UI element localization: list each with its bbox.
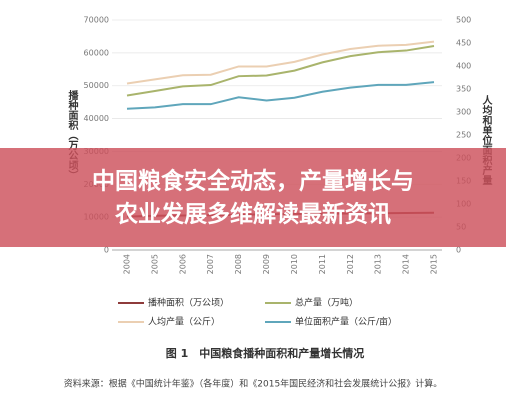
y2-tick-label: 450 (456, 39, 471, 48)
x-tick-label: 2008 (234, 254, 243, 274)
x-tick-label: 2007 (206, 254, 215, 274)
banner-text: 中国粮食安全动态，产量增长与 (92, 168, 414, 195)
x-tick-label: 2012 (346, 254, 355, 274)
y2-tick-label: 350 (456, 85, 471, 94)
x-tick-label: 2015 (430, 254, 439, 274)
y2-tick-label: 500 (456, 16, 471, 25)
legend-label: 播种面积（万公顷） (148, 297, 229, 309)
y2-tick-label: 400 (456, 62, 471, 71)
x-tick-label: 2013 (374, 254, 383, 274)
x-tick-label: 2010 (290, 254, 299, 274)
y2-tick-label: 300 (456, 108, 471, 117)
line-series (126, 40, 435, 85)
source: 资料来源：根据《中国统计年鉴》（各年度）和《2015年国民经济和社会发展统计公报… (64, 378, 442, 390)
banner (0, 148, 506, 247)
y-tick-label: 50000 (84, 81, 109, 90)
y2-tick-label: 0 (456, 246, 461, 255)
x-tick-label: 2014 (402, 254, 411, 274)
y-tick-label: 60000 (84, 48, 109, 57)
x-tick-label: 2005 (150, 254, 159, 274)
banner-text: 农业发展多维解读最新资讯 (114, 201, 391, 228)
y2-tick-label: 250 (456, 131, 471, 140)
x-tick-label: 2011 (318, 254, 327, 274)
legend-label: 人均产量（公斤） (148, 316, 220, 328)
y-tick-label: 70000 (84, 16, 109, 25)
y-tick-label: 0 (104, 246, 109, 255)
x-tick-label: 2004 (123, 254, 132, 274)
x-tick-label: 2006 (178, 254, 187, 274)
legend-label: 单位面积产量（公斤/亩） (295, 316, 397, 328)
line-series (126, 81, 435, 110)
x-tick-label: 2009 (262, 254, 271, 274)
caption: 图 1 中国粮食播种面积和产量增长情况 (166, 346, 364, 360)
legend-label: 总产量（万吨） (295, 297, 358, 309)
y-tick-label: 40000 (84, 114, 109, 123)
line-series (126, 44, 435, 97)
